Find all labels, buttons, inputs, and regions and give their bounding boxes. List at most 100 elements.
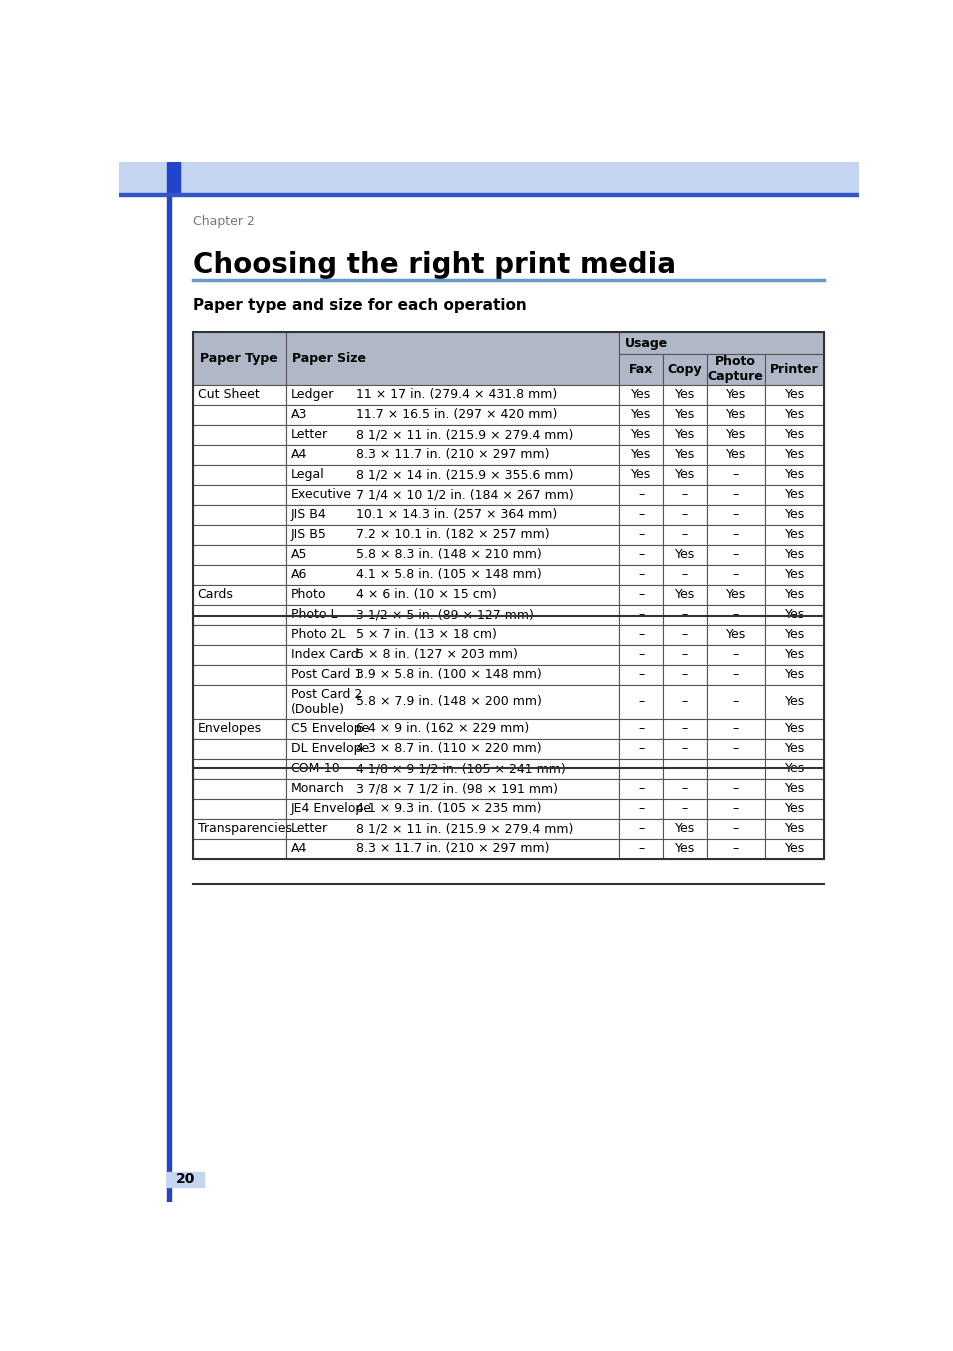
Bar <box>193 544 286 565</box>
Bar <box>764 354 823 385</box>
Text: 5.8 × 8.3 in. (148 × 210 mm): 5.8 × 8.3 in. (148 × 210 mm) <box>355 549 540 561</box>
Bar <box>764 644 823 665</box>
Bar <box>662 385 706 405</box>
Text: –: – <box>681 762 687 775</box>
Text: Yes: Yes <box>783 469 804 481</box>
Bar <box>764 405 823 424</box>
Text: –: – <box>732 528 739 542</box>
Text: Yes: Yes <box>631 388 651 401</box>
Bar <box>286 485 618 505</box>
Text: Fax: Fax <box>628 363 653 376</box>
Bar <box>706 719 764 739</box>
Bar <box>193 739 286 759</box>
Text: Photo L: Photo L <box>291 608 336 621</box>
Bar <box>662 605 706 626</box>
Text: Yes: Yes <box>725 408 745 422</box>
Bar <box>286 565 618 585</box>
Text: –: – <box>638 608 643 621</box>
Bar <box>193 585 286 605</box>
Text: –: – <box>732 782 739 796</box>
Text: –: – <box>638 782 643 796</box>
Bar <box>706 665 764 685</box>
Bar <box>764 565 823 585</box>
Text: 8.3 × 11.7 in. (210 × 297 mm): 8.3 × 11.7 in. (210 × 297 mm) <box>355 449 549 461</box>
Text: Yes: Yes <box>674 469 695 481</box>
Text: –: – <box>732 608 739 621</box>
Bar <box>193 644 286 665</box>
Bar <box>618 385 662 405</box>
Bar <box>286 626 618 644</box>
Text: 4.1 × 9.3 in. (105 × 235 mm): 4.1 × 9.3 in. (105 × 235 mm) <box>355 802 540 816</box>
Bar <box>286 405 618 424</box>
Bar <box>662 585 706 605</box>
Bar <box>618 524 662 544</box>
Text: 8 1/2 × 14 in. (215.9 × 355.6 mm): 8 1/2 × 14 in. (215.9 × 355.6 mm) <box>355 469 573 481</box>
Text: Yes: Yes <box>783 696 804 708</box>
Bar <box>167 162 179 193</box>
Text: Yes: Yes <box>674 449 695 461</box>
Bar <box>286 644 618 665</box>
Bar <box>193 798 286 819</box>
Text: –: – <box>681 608 687 621</box>
Text: 4 1/8 × 9 1/2 in. (105 × 241 mm): 4 1/8 × 9 1/2 in. (105 × 241 mm) <box>355 762 565 775</box>
Text: JE4 Envelope: JE4 Envelope <box>291 802 371 816</box>
Bar <box>618 819 662 839</box>
Bar <box>119 162 858 193</box>
Bar <box>662 424 706 444</box>
Bar <box>662 644 706 665</box>
Text: Yes: Yes <box>674 588 695 601</box>
Bar <box>764 626 823 644</box>
Text: A4: A4 <box>291 843 307 855</box>
Text: –: – <box>732 823 739 835</box>
Text: Yes: Yes <box>783 782 804 796</box>
Bar <box>618 685 662 719</box>
Text: Yes: Yes <box>674 549 695 561</box>
Bar <box>618 354 662 385</box>
Text: –: – <box>638 588 643 601</box>
Bar <box>618 759 662 780</box>
Text: –: – <box>681 569 687 581</box>
Text: –: – <box>732 802 739 816</box>
Text: A3: A3 <box>291 408 307 422</box>
Text: Yes: Yes <box>783 569 804 581</box>
Text: –: – <box>638 802 643 816</box>
Bar <box>706 685 764 719</box>
Text: 11.7 × 16.5 in. (297 × 420 mm): 11.7 × 16.5 in. (297 × 420 mm) <box>355 408 557 422</box>
Text: –: – <box>681 723 687 735</box>
Text: Letter: Letter <box>291 428 327 442</box>
Text: 3 1/2 × 5 in. (89 × 127 mm): 3 1/2 × 5 in. (89 × 127 mm) <box>355 608 533 621</box>
Text: –: – <box>638 669 643 681</box>
Bar <box>193 685 286 719</box>
Bar <box>119 193 858 196</box>
Bar <box>706 505 764 524</box>
Text: A6: A6 <box>291 569 307 581</box>
Text: 5 × 7 in. (13 × 18 cm): 5 × 7 in. (13 × 18 cm) <box>355 628 496 642</box>
Text: –: – <box>732 669 739 681</box>
Bar <box>706 385 764 405</box>
Text: 5 × 8 in. (127 × 203 mm): 5 × 8 in. (127 × 203 mm) <box>355 648 517 662</box>
Text: –: – <box>732 723 739 735</box>
Text: Transparencies: Transparencies <box>197 823 292 835</box>
Bar <box>286 605 618 626</box>
Bar <box>286 524 618 544</box>
Bar <box>764 685 823 719</box>
Bar <box>618 332 823 354</box>
Bar <box>764 605 823 626</box>
Bar <box>764 839 823 859</box>
Bar <box>662 524 706 544</box>
Text: COM-10: COM-10 <box>291 762 340 775</box>
Text: Yes: Yes <box>674 428 695 442</box>
Bar <box>618 665 662 685</box>
Text: Yes: Yes <box>783 802 804 816</box>
Text: –: – <box>732 648 739 662</box>
Bar <box>286 585 618 605</box>
Bar <box>662 444 706 465</box>
Bar <box>193 505 286 524</box>
Bar <box>662 465 706 485</box>
Text: Index Card: Index Card <box>291 648 358 662</box>
Text: Yes: Yes <box>631 449 651 461</box>
Bar <box>618 780 662 798</box>
Text: 4.1 × 5.8 in. (105 × 148 mm): 4.1 × 5.8 in. (105 × 148 mm) <box>355 569 540 581</box>
Bar <box>618 605 662 626</box>
Bar <box>286 465 618 485</box>
